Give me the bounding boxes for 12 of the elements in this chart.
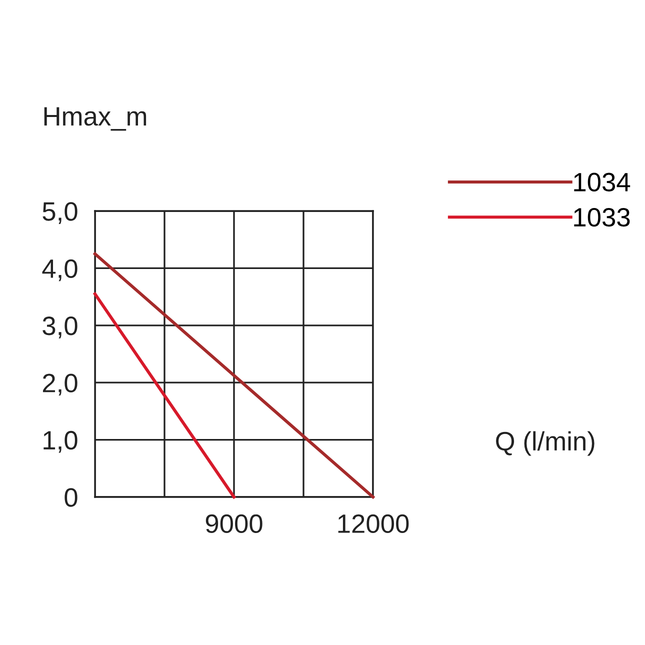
x-tick-label: 12000 xyxy=(338,514,409,534)
y-tick-label: 4,0 xyxy=(42,259,78,282)
y-tick-label: 3,0 xyxy=(42,316,78,338)
x-tick-label: 9000 xyxy=(206,514,262,534)
y-tick-label: 0 xyxy=(64,488,78,507)
y-tick-label: 5,0 xyxy=(42,202,78,224)
y-tick-label: 1,0 xyxy=(44,430,78,453)
y-axis-title: Hmax_m xyxy=(44,107,146,131)
x-axis-title: Q (l/min) xyxy=(496,431,594,456)
legend-label: 1033 xyxy=(574,208,630,227)
y-tick-label: 2,0 xyxy=(42,374,78,396)
legend-label: 1034 xyxy=(574,172,630,192)
